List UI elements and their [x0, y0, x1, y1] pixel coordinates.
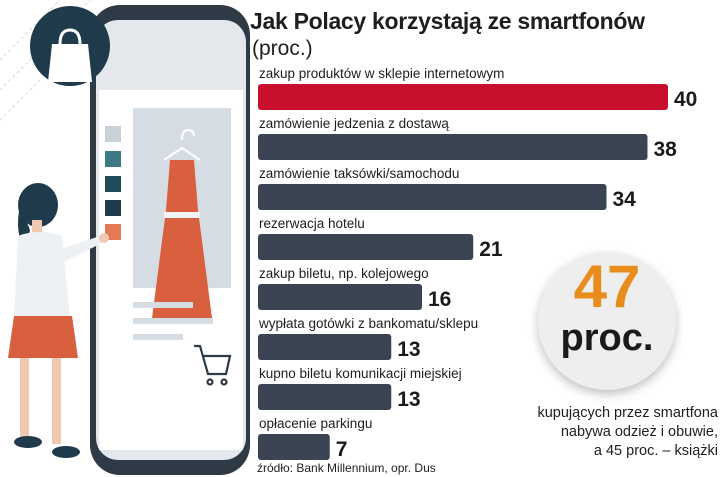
bar: [258, 184, 607, 210]
value-label: 40: [674, 88, 697, 111]
value-label: 13: [397, 388, 420, 411]
chart-title: Jak Polacy korzystają ze smartfonów: [250, 8, 645, 34]
bar: [258, 284, 422, 310]
callout-line-3: a 45 proc. – książki: [593, 443, 718, 459]
callout-line-1: kupujących przez smartfona: [537, 405, 718, 421]
category-label: wypłata gotówki z bankomatu/sklepu: [258, 316, 478, 331]
smartphone-illustration: [90, 5, 250, 475]
chart-subtitle: (proc.): [252, 37, 313, 60]
category-label: zamówienie taksówki/samochodu: [259, 166, 459, 181]
bar: [258, 384, 392, 410]
value-label: 7: [336, 438, 348, 461]
shopping-bag-icon: [30, 6, 110, 86]
callout-text: kupujących przez smartfona nabywa odzież…: [498, 404, 718, 461]
callout-unit: proc.: [560, 317, 654, 359]
value-label: 34: [613, 188, 637, 211]
value-label: 16: [428, 288, 451, 311]
category-label: zakup produktów w sklepie internetowym: [259, 66, 504, 81]
woman-figure: [8, 183, 109, 458]
category-label: zakup biletu, np. kolejowego: [259, 266, 429, 281]
bar: [258, 234, 474, 260]
shopping-cart-icon: [194, 344, 232, 386]
category-label: kupno biletu komunikacji miejskiej: [259, 366, 462, 381]
bar: [258, 334, 392, 360]
category-label: rezerwacja hotelu: [259, 216, 365, 231]
bar: [258, 134, 648, 160]
callout-circle: [538, 252, 676, 390]
callout-number: 47: [573, 253, 641, 320]
category-label: opłacenie parkingu: [259, 416, 372, 431]
dress-on-hanger: [152, 128, 212, 318]
callout-line-2: nabywa odzież i obuwie,: [560, 424, 718, 440]
value-label: 13: [397, 338, 420, 361]
source-note: źródło: Bank Millennium, opr. Dus: [257, 461, 436, 475]
category-label: zamówienie jedzenia z dostawą: [259, 116, 449, 131]
bar: [258, 84, 668, 110]
value-label: 38: [654, 138, 678, 161]
bar: [258, 434, 330, 460]
value-label: 21: [479, 238, 503, 261]
